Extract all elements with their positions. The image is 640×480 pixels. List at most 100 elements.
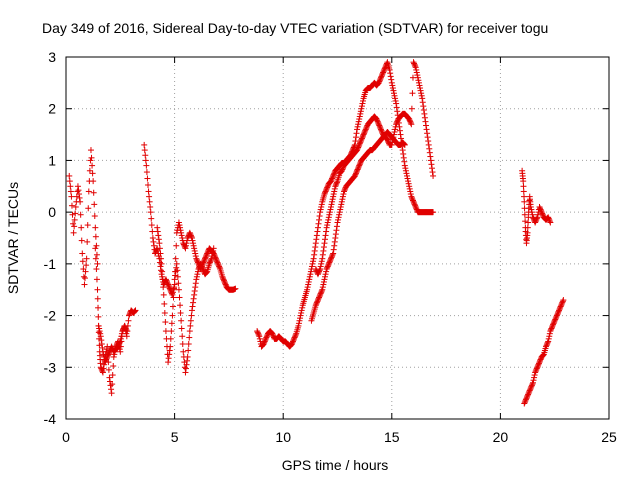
data-point bbox=[314, 271, 321, 278]
data-point bbox=[82, 268, 89, 275]
data-point bbox=[188, 235, 195, 241]
data-point bbox=[123, 333, 130, 340]
data-point bbox=[68, 202, 75, 209]
data-point bbox=[547, 326, 554, 333]
data-point bbox=[299, 304, 306, 311]
data-point bbox=[191, 288, 198, 295]
data-point bbox=[102, 357, 109, 364]
data-point bbox=[532, 369, 539, 376]
data-point bbox=[203, 251, 210, 258]
data-point bbox=[354, 147, 361, 154]
data-point bbox=[71, 216, 78, 223]
data-point bbox=[536, 203, 543, 210]
data-point bbox=[333, 223, 340, 230]
data-point bbox=[93, 266, 100, 273]
data-point bbox=[406, 117, 413, 124]
data-point bbox=[210, 247, 217, 254]
data-point bbox=[330, 191, 337, 198]
data-point bbox=[192, 253, 199, 260]
data-point bbox=[323, 187, 330, 194]
data-point bbox=[333, 179, 340, 186]
data-point bbox=[543, 343, 550, 350]
data-point bbox=[95, 313, 102, 320]
data-point bbox=[537, 356, 544, 363]
data-point bbox=[110, 353, 117, 360]
data-point bbox=[166, 347, 173, 354]
y-tick-label: -1 bbox=[44, 256, 57, 272]
plot-frame bbox=[65, 56, 610, 420]
data-point bbox=[165, 359, 172, 366]
data-point bbox=[525, 391, 532, 398]
data-point bbox=[316, 216, 323, 223]
data-point bbox=[255, 330, 262, 337]
data-point bbox=[405, 178, 412, 185]
data-point bbox=[167, 335, 174, 342]
data-point bbox=[318, 288, 325, 295]
data-point bbox=[148, 222, 155, 229]
data-point bbox=[413, 205, 420, 212]
data-point bbox=[177, 224, 184, 231]
data-point bbox=[411, 201, 418, 208]
data-point bbox=[102, 359, 109, 366]
data-point bbox=[157, 263, 164, 270]
data-point bbox=[173, 260, 180, 267]
data-point bbox=[222, 281, 229, 288]
data-point bbox=[327, 203, 334, 210]
data-point bbox=[212, 254, 219, 261]
data-point bbox=[324, 263, 331, 270]
data-point bbox=[524, 224, 531, 231]
data-point bbox=[377, 74, 384, 81]
data-point bbox=[552, 316, 559, 323]
data-point bbox=[115, 343, 122, 350]
data-point bbox=[314, 224, 321, 231]
data-point bbox=[351, 172, 358, 179]
data-point bbox=[559, 298, 566, 305]
data-point bbox=[219, 275, 226, 282]
data-point bbox=[336, 209, 343, 216]
data-point bbox=[526, 388, 533, 395]
data-point bbox=[177, 309, 184, 316]
data-point bbox=[324, 219, 331, 226]
data-point bbox=[79, 258, 86, 265]
data-point bbox=[376, 123, 383, 130]
data-point bbox=[92, 255, 99, 262]
data-point bbox=[126, 311, 133, 318]
data-point bbox=[292, 331, 299, 338]
data-point bbox=[388, 76, 395, 83]
data-point bbox=[388, 79, 395, 86]
data-point bbox=[535, 360, 542, 367]
data-point bbox=[384, 138, 391, 145]
data-point bbox=[521, 193, 528, 200]
data-point bbox=[158, 267, 165, 274]
data-point bbox=[332, 181, 339, 188]
data-point bbox=[122, 325, 129, 332]
data-point bbox=[70, 229, 77, 236]
data-point bbox=[401, 158, 408, 165]
data-point bbox=[427, 157, 434, 164]
data-point bbox=[83, 255, 90, 262]
data-point bbox=[221, 277, 228, 284]
data-point bbox=[326, 209, 333, 216]
x-tick-label: 0 bbox=[62, 429, 70, 445]
data-point bbox=[543, 342, 550, 349]
data-point bbox=[331, 188, 338, 195]
data-point bbox=[527, 384, 534, 391]
data-point bbox=[319, 251, 326, 258]
data-point bbox=[524, 229, 531, 236]
data-point bbox=[534, 362, 541, 369]
data-point bbox=[527, 386, 534, 393]
data-point bbox=[532, 219, 539, 226]
data-point bbox=[197, 260, 204, 267]
data-point bbox=[185, 341, 192, 348]
data-point bbox=[158, 260, 165, 267]
data-point bbox=[420, 103, 427, 110]
data-point bbox=[353, 130, 360, 137]
data-point bbox=[99, 369, 106, 376]
data-point bbox=[339, 193, 346, 200]
data-point bbox=[167, 343, 174, 350]
data-point bbox=[194, 258, 201, 265]
data-point bbox=[522, 396, 529, 403]
data-point bbox=[78, 237, 85, 244]
data-point bbox=[190, 295, 197, 302]
